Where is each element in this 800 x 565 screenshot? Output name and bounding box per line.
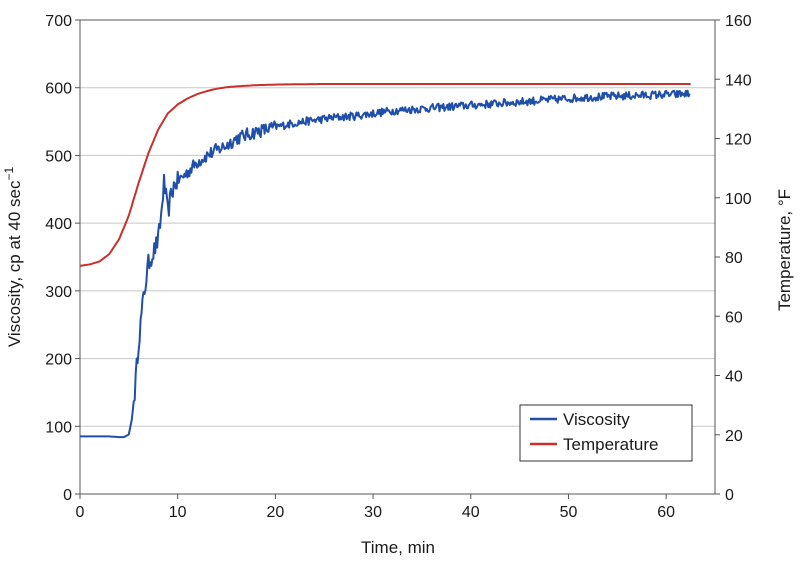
y-right-tick-label: 100 bbox=[725, 191, 752, 208]
series-line-viscosity bbox=[80, 89, 691, 439]
y-right-tick-label: 120 bbox=[725, 132, 752, 149]
series-layer bbox=[79, 83, 691, 439]
y-left-axis-title: Viscosity, cp at 40 sec−1 bbox=[2, 167, 24, 348]
x-axis-ticks: 0 10 20 30 40 50 60 bbox=[76, 494, 675, 521]
y-right-tick-label: 0 bbox=[725, 487, 734, 504]
y-right-axis-title: Temperature, °F bbox=[775, 189, 794, 311]
legend-label-temperature: Temperature bbox=[563, 435, 658, 454]
legend-box bbox=[519, 404, 693, 462]
y-left-tick-label: 600 bbox=[45, 81, 72, 98]
legend-label-viscosity: Viscosity bbox=[563, 410, 630, 429]
y-left-tick-label: 700 bbox=[45, 13, 72, 30]
y-right-tick-label: 160 bbox=[725, 13, 752, 30]
legend: Viscosity Temperature bbox=[519, 404, 693, 462]
series-line-temperature bbox=[79, 83, 691, 267]
right-axis-ticks: 0 20 40 60 80 100 120 140 160 bbox=[715, 13, 752, 504]
y-left-tick-label: 300 bbox=[45, 284, 72, 301]
y-left-tick-label: 100 bbox=[45, 419, 72, 436]
y-left-axis-title-superscript: −1 bbox=[2, 167, 16, 181]
x-tick-label: 40 bbox=[462, 504, 480, 521]
x-tick-label: 50 bbox=[560, 504, 578, 521]
y-right-tick-label: 40 bbox=[725, 369, 743, 386]
x-tick-label: 0 bbox=[76, 504, 85, 521]
x-tick-label: 10 bbox=[169, 504, 187, 521]
y-right-tick-label: 80 bbox=[725, 250, 743, 267]
x-axis-title: Time, min bbox=[361, 538, 435, 557]
left-axis-ticks: 0 100 200 300 400 500 600 700 bbox=[45, 13, 80, 504]
y-left-tick-label: 500 bbox=[45, 148, 72, 165]
y-right-tick-label: 60 bbox=[725, 309, 743, 326]
y-left-axis-title-main: Viscosity, cp at 40 sec bbox=[5, 180, 24, 347]
x-tick-label: 30 bbox=[364, 504, 382, 521]
y-right-tick-label: 20 bbox=[725, 428, 743, 445]
x-tick-label: 60 bbox=[657, 504, 675, 521]
y-left-tick-label: 0 bbox=[63, 487, 72, 504]
grid-lines bbox=[80, 87, 715, 427]
y-left-tick-label: 200 bbox=[45, 352, 72, 369]
y-left-tick-label: 400 bbox=[45, 216, 72, 233]
x-tick-label: 20 bbox=[266, 504, 284, 521]
y-right-tick-label: 140 bbox=[725, 72, 752, 89]
